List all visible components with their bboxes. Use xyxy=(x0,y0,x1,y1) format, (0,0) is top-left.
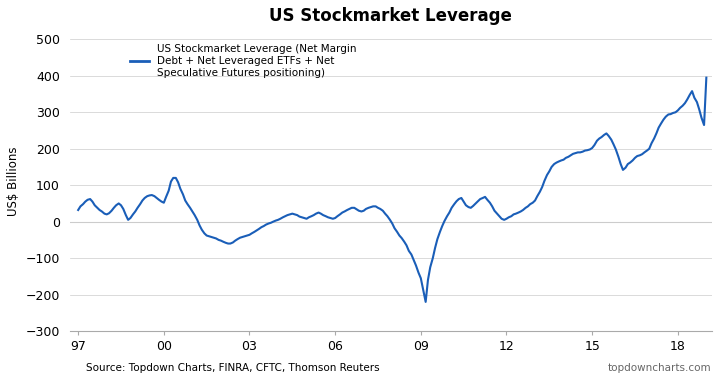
Y-axis label: US$ Billions: US$ Billions xyxy=(7,147,20,216)
Text: Source: Topdown Charts, FINRA, CFTC, Thomson Reuters: Source: Topdown Charts, FINRA, CFTC, Tho… xyxy=(86,363,380,373)
Text: topdowncharts.com: topdowncharts.com xyxy=(608,363,712,373)
Legend: US Stockmarket Leverage (Net Margin
Debt + Net Leveraged ETFs + Net
Speculative : US Stockmarket Leverage (Net Margin Debt… xyxy=(127,40,361,82)
Title: US Stockmarket Leverage: US Stockmarket Leverage xyxy=(270,7,512,25)
